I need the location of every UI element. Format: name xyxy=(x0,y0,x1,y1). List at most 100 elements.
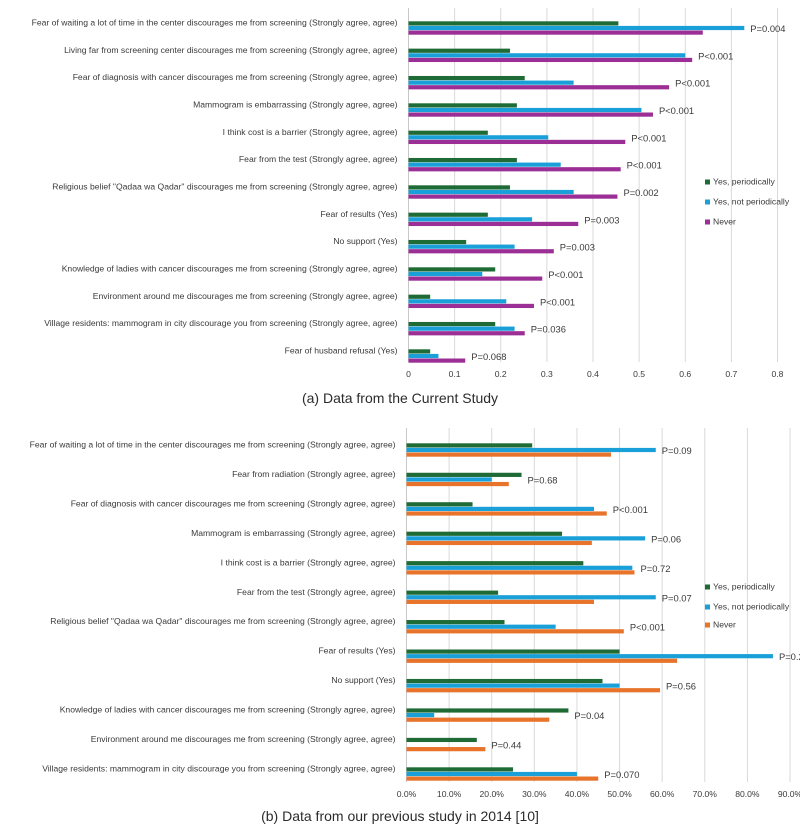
legend-entry: Yes, not periodically xyxy=(713,602,790,612)
bar-yes-periodically xyxy=(408,130,488,135)
bar-yes-not-periodically xyxy=(406,771,577,777)
p-value-label: P<0.001 xyxy=(548,269,583,280)
legend-entry: Never xyxy=(713,217,736,227)
p-value-label: P=0.036 xyxy=(531,324,566,335)
bar-yes-not-periodically xyxy=(406,565,633,570)
chart-a: 0 0.1 0.2 0.3 0.4 0.5 0.6 0.7 0.8 Fear of waiting… xyxy=(32,8,790,406)
bar-yes-periodically xyxy=(408,321,496,327)
bar-yes-not-periodically xyxy=(406,506,594,512)
bar-yes-not-periodically xyxy=(406,683,620,688)
p-value-label: P<0.001 xyxy=(698,50,733,61)
bar-never xyxy=(408,303,534,309)
bar-yes-periodically xyxy=(406,767,514,772)
bar-never xyxy=(406,599,594,604)
category-label: Fear from the test (Strongly agree, agre… xyxy=(237,587,396,597)
bar-never xyxy=(406,452,612,457)
bar-yes-periodically xyxy=(408,103,517,108)
bar-yes-not-periodically xyxy=(408,162,561,167)
bar-never xyxy=(408,30,703,35)
p-value-label: P=0.07 xyxy=(662,592,692,603)
bar-yes-periodically xyxy=(406,678,603,684)
bar-yes-periodically xyxy=(408,185,510,190)
category-label: Village residents: mammogram in city dis… xyxy=(42,764,395,774)
bar-never xyxy=(408,167,621,172)
p-value-label: P=0.68 xyxy=(528,474,558,485)
bar-yes-not-periodically xyxy=(408,326,515,331)
chart-caption: (a) Data from the Current Study xyxy=(302,390,498,406)
x-tick-label: 60.0% xyxy=(650,789,675,799)
category-label: Environment around me discourages me fro… xyxy=(93,291,398,301)
p-value-label: P<0.001 xyxy=(627,160,662,171)
bar-yes-periodically xyxy=(408,267,496,272)
bar-yes-periodically xyxy=(406,443,533,448)
bar-never xyxy=(408,331,525,336)
bar-never xyxy=(406,688,661,693)
p-value-label: P=0.003 xyxy=(560,242,595,253)
legend-entry: Never xyxy=(713,620,736,630)
p-value-label: P=0.002 xyxy=(623,187,658,198)
bar-never xyxy=(406,540,592,546)
category-label: Fear of diagnosis with cancer discourage… xyxy=(73,72,398,82)
bar-yes-not-periodically xyxy=(406,624,556,629)
category-label: Fear of waiting a lot of time in the cen… xyxy=(30,440,396,450)
legend-swatch xyxy=(705,584,710,590)
bar-never xyxy=(406,747,486,752)
bar-never xyxy=(408,249,554,254)
bar-yes-periodically xyxy=(408,157,517,163)
p-value-label: P<0.001 xyxy=(659,105,694,116)
p-value-label: P=0.06 xyxy=(651,533,681,544)
bar-yes-periodically xyxy=(408,212,488,217)
p-value-label: P<0.001 xyxy=(540,296,575,307)
category-label: No support (Yes) xyxy=(331,675,395,685)
category-label: Religious belief "Qadaa wa Qadar" discou… xyxy=(52,182,397,192)
x-tick-label: 0.6 xyxy=(679,369,691,379)
category-label: Mammogram is embarrassing (Strongly agre… xyxy=(193,100,398,110)
legend-entry: Yes, periodically xyxy=(713,582,775,592)
bar-yes-not-periodically xyxy=(406,595,656,600)
bar-never xyxy=(406,570,635,575)
bar-never xyxy=(406,629,624,634)
category-label: I think cost is a barrier (Strongly agre… xyxy=(221,557,396,567)
x-tick-label: 0.1 xyxy=(449,369,461,379)
bar-yes-periodically xyxy=(406,472,522,477)
bar-yes-not-periodically xyxy=(408,135,549,140)
bar-yes-periodically xyxy=(406,561,584,566)
p-value-label: P<0.001 xyxy=(613,504,648,515)
bar-never xyxy=(406,658,678,663)
p-value-label: P=0.72 xyxy=(640,563,670,574)
bar-yes-not-periodically xyxy=(408,53,686,58)
category-label: Village residents: mammogram in city dis… xyxy=(44,318,397,328)
p-value-label: P=0.56 xyxy=(666,681,696,692)
legend-swatch xyxy=(705,604,710,610)
bar-yes-not-periodically xyxy=(408,25,745,31)
bar-yes-not-periodically xyxy=(408,271,483,277)
bar-never xyxy=(406,511,607,516)
bar-yes-periodically xyxy=(408,239,467,245)
category-label: Fear of husband refusal (Yes) xyxy=(285,346,398,356)
p-value-label: P=0.004 xyxy=(750,23,785,34)
p-value-label: P=0.44 xyxy=(491,740,521,751)
x-tick-label: 80.0% xyxy=(735,789,760,799)
x-tick-label: 10.0% xyxy=(437,789,462,799)
bar-never xyxy=(408,194,618,199)
bar-never xyxy=(408,358,466,363)
legend-swatch xyxy=(705,199,710,205)
bar-yes-periodically xyxy=(408,294,431,299)
bar-yes-periodically xyxy=(408,21,619,26)
bar-never xyxy=(406,776,599,781)
x-tick-label: 70.0% xyxy=(693,789,718,799)
x-tick-label: 0.5 xyxy=(633,369,645,379)
bar-yes-periodically xyxy=(406,531,563,536)
bar-yes-periodically xyxy=(408,75,525,81)
category-label: Fear from radiation (Strongly agree, agr… xyxy=(232,469,395,479)
p-value-label: P<0.001 xyxy=(675,78,710,89)
x-tick-label: 0.2 xyxy=(495,369,507,379)
chart-b: 0.0% 10.0% 20.0% 30.0% 40.0% 50.0% 60.0% 70.0% 8… xyxy=(30,428,800,824)
category-label: Knowledge of ladies with cancer discoura… xyxy=(62,264,398,274)
bar-yes-not-periodically xyxy=(406,477,492,482)
x-tick-label: 40.0% xyxy=(565,789,590,799)
legend-swatch xyxy=(705,219,710,225)
category-label: Living far from screening center discour… xyxy=(64,45,398,55)
x-tick-label: 0.3 xyxy=(541,369,553,379)
bar-yes-periodically xyxy=(406,649,620,654)
